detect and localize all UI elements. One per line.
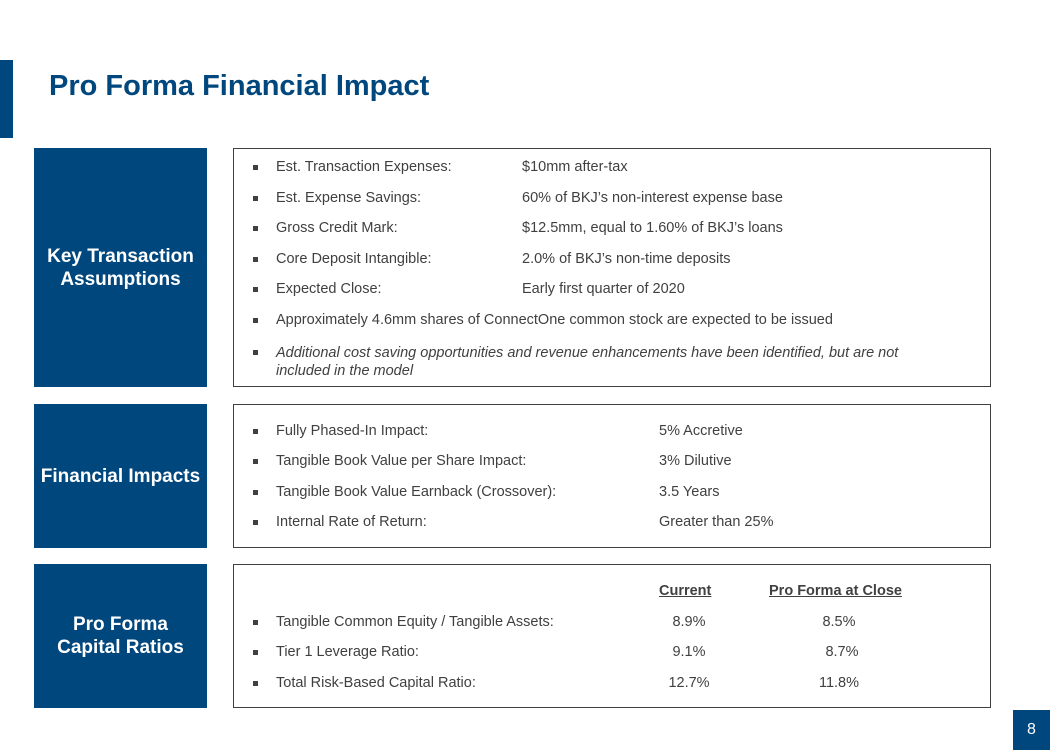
key-assumptions-label: Key Transaction Assumptions xyxy=(34,148,207,387)
financial-impacts-panel: Fully Phased-In Impact: 5% Accretive Tan… xyxy=(233,404,991,548)
bullet-icon xyxy=(253,257,258,262)
bullet-icon xyxy=(253,287,258,292)
item-label: Tangible Book Value per Share Impact: xyxy=(276,453,527,469)
bullet-icon xyxy=(253,318,258,323)
financial-impacts-label: Financial Impacts xyxy=(34,404,207,548)
current-value: 12.7% xyxy=(668,675,710,691)
title-accent-bar xyxy=(0,60,13,138)
pro-forma-value: 11.8% xyxy=(818,675,860,691)
column-header-current: Current xyxy=(659,583,712,599)
italic-note: Additional cost saving opportunities and… xyxy=(276,345,899,379)
item-label: Est. Transaction Expenses: xyxy=(276,159,452,175)
current-value: 9.1% xyxy=(672,644,706,660)
item-label: Est. Expense Savings: xyxy=(276,190,422,206)
item-label: Tangible Book Value Earnback (Crossover)… xyxy=(276,484,557,500)
key-assumptions-panel: Est. Transaction Expenses: $10mm after-t… xyxy=(233,148,991,387)
capital-ratios-label: Pro Forma Capital Ratios xyxy=(34,564,207,708)
item-label: Fully Phased-In Impact: xyxy=(276,423,429,439)
row-label: Tangible Common Equity / Tangible Assets… xyxy=(276,614,554,630)
shares-note: Approximately 4.6mm shares of ConnectOne… xyxy=(276,312,833,328)
current-value: 8.9% xyxy=(672,614,706,630)
bullet-icon xyxy=(253,490,258,495)
page-number: 8 xyxy=(1013,710,1050,750)
bullet-icon xyxy=(253,520,258,525)
item-label: Internal Rate of Return: xyxy=(276,514,427,530)
item-label: Expected Close: xyxy=(276,281,382,297)
bullet-icon xyxy=(253,681,258,686)
item-label: Core Deposit Intangible: xyxy=(276,251,432,267)
item-label: Gross Credit Mark: xyxy=(276,220,398,236)
bullet-icon xyxy=(253,226,258,231)
row-label: Tier 1 Leverage Ratio: xyxy=(276,644,419,660)
bullet-icon xyxy=(253,196,258,201)
item-value: 3% Dilutive xyxy=(659,453,732,469)
item-value: 60% of BKJ’s non-interest expense base xyxy=(522,190,783,206)
item-value: 2.0% of BKJ’s non-time deposits xyxy=(522,251,731,267)
item-value: Early first quarter of 2020 xyxy=(522,281,685,297)
item-value: 5% Accretive xyxy=(659,423,743,439)
bullet-icon xyxy=(253,165,258,170)
item-value: 3.5 Years xyxy=(659,484,720,500)
page-title: Pro Forma Financial Impact xyxy=(49,70,430,102)
pro-forma-value: 8.5% xyxy=(822,614,856,630)
row-label: Total Risk-Based Capital Ratio: xyxy=(276,675,476,691)
capital-ratios-panel: Current Pro Forma at Close Tangible Comm… xyxy=(233,564,991,708)
column-header-pro-forma: Pro Forma at Close xyxy=(769,583,902,599)
bullet-icon xyxy=(253,620,258,625)
bullet-icon xyxy=(253,350,258,355)
item-value: $10mm after-tax xyxy=(522,159,628,175)
item-value: $12.5mm, equal to 1.60% of BKJ’s loans xyxy=(522,220,783,236)
bullet-icon xyxy=(253,459,258,464)
bullet-icon xyxy=(253,429,258,434)
pro-forma-value: 8.7% xyxy=(825,644,859,660)
bullet-icon xyxy=(253,650,258,655)
item-value: Greater than 25% xyxy=(659,514,774,530)
